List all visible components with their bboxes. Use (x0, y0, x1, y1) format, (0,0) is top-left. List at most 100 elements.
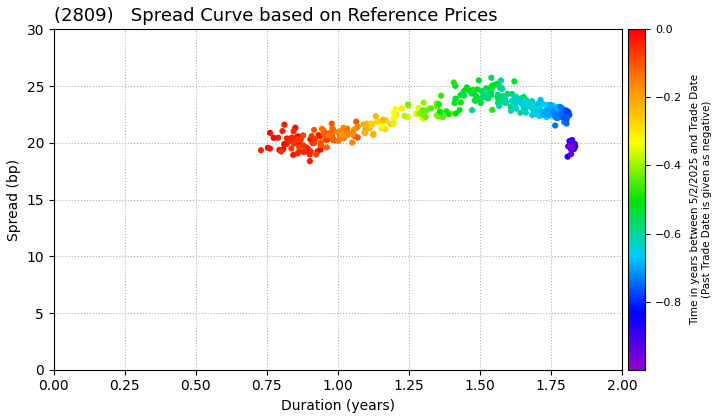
Point (380, 117, 392, 124)
Point (542, 109, 554, 116)
X-axis label: Duration (years): Duration (years) (281, 399, 395, 413)
Point (502, 90, 513, 97)
Point (510, 94, 521, 100)
Point (483, 87, 495, 93)
Point (564, 112, 575, 118)
Point (450, 95, 462, 102)
Point (485, 92, 497, 98)
Point (366, 122, 377, 129)
Point (464, 88, 476, 94)
Point (388, 109, 400, 116)
Point (441, 108, 452, 115)
Point (552, 105, 563, 111)
Point (520, 105, 531, 111)
Point (318, 126, 329, 133)
Point (477, 92, 489, 99)
Point (347, 131, 359, 138)
Point (474, 95, 486, 102)
Point (567, 144, 578, 151)
Point (492, 80, 504, 87)
Point (506, 91, 518, 97)
Point (537, 112, 549, 118)
Point (289, 139, 301, 146)
Point (372, 118, 383, 125)
Point (510, 100, 521, 107)
Point (294, 140, 305, 147)
Point (518, 94, 529, 100)
Point (274, 147, 285, 153)
Point (530, 108, 541, 115)
Point (519, 98, 531, 105)
Point (454, 107, 465, 113)
Point (434, 108, 446, 115)
Point (341, 126, 353, 132)
Point (472, 86, 483, 93)
Point (276, 148, 287, 155)
Point (262, 144, 274, 151)
Point (545, 105, 557, 112)
Point (390, 111, 402, 118)
Point (480, 91, 492, 98)
Point (534, 105, 546, 111)
Point (495, 85, 506, 92)
Point (316, 126, 328, 132)
Point (533, 105, 544, 112)
Point (385, 121, 397, 127)
Point (514, 99, 526, 106)
Point (567, 143, 579, 150)
Point (482, 95, 494, 102)
Point (565, 146, 577, 153)
Point (290, 138, 302, 145)
Point (323, 133, 335, 140)
Point (287, 136, 298, 143)
Point (545, 105, 557, 111)
Point (298, 149, 310, 155)
Point (562, 114, 573, 121)
Point (323, 132, 335, 139)
Point (413, 110, 425, 117)
Point (264, 145, 276, 152)
Point (388, 115, 400, 121)
Point (530, 110, 541, 117)
Point (368, 130, 379, 137)
Point (338, 124, 349, 131)
Point (494, 96, 505, 102)
Point (527, 106, 539, 113)
Point (562, 153, 573, 160)
Point (323, 130, 335, 136)
Point (326, 120, 338, 127)
Point (321, 144, 333, 151)
Y-axis label: Spread (bp): Spread (bp) (7, 158, 21, 241)
Point (305, 136, 316, 143)
Point (347, 129, 359, 136)
Point (343, 131, 355, 138)
Point (360, 126, 372, 133)
Point (561, 107, 572, 114)
Point (413, 104, 424, 111)
Point (492, 94, 503, 101)
Point (335, 132, 346, 139)
Point (282, 135, 293, 142)
Point (562, 109, 574, 116)
Point (526, 104, 537, 111)
Point (520, 109, 531, 116)
Point (297, 132, 309, 139)
Point (568, 146, 580, 152)
Point (476, 88, 487, 94)
Point (387, 121, 399, 127)
Point (500, 99, 512, 105)
Point (325, 131, 337, 138)
Point (304, 151, 315, 158)
Point (467, 107, 478, 113)
Point (288, 140, 300, 147)
Point (315, 142, 327, 148)
Point (336, 132, 347, 139)
Point (352, 134, 364, 141)
Point (315, 142, 326, 149)
Point (554, 110, 566, 117)
Point (505, 108, 517, 114)
Point (366, 121, 378, 128)
Point (549, 122, 561, 129)
Point (470, 93, 482, 100)
Point (292, 136, 304, 143)
